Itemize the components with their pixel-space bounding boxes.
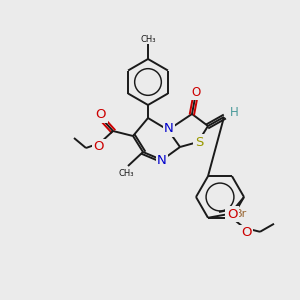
Text: O: O bbox=[96, 109, 106, 122]
Text: O: O bbox=[241, 226, 251, 239]
Text: H: H bbox=[230, 106, 238, 118]
Text: O: O bbox=[94, 140, 104, 154]
Text: O: O bbox=[191, 85, 201, 98]
Text: Br: Br bbox=[235, 209, 247, 219]
Text: CH₃: CH₃ bbox=[118, 169, 134, 178]
Text: CH₃: CH₃ bbox=[140, 34, 156, 43]
Text: O: O bbox=[227, 208, 237, 220]
Text: N: N bbox=[164, 122, 174, 136]
Text: S: S bbox=[195, 136, 203, 148]
Text: N: N bbox=[157, 154, 167, 167]
